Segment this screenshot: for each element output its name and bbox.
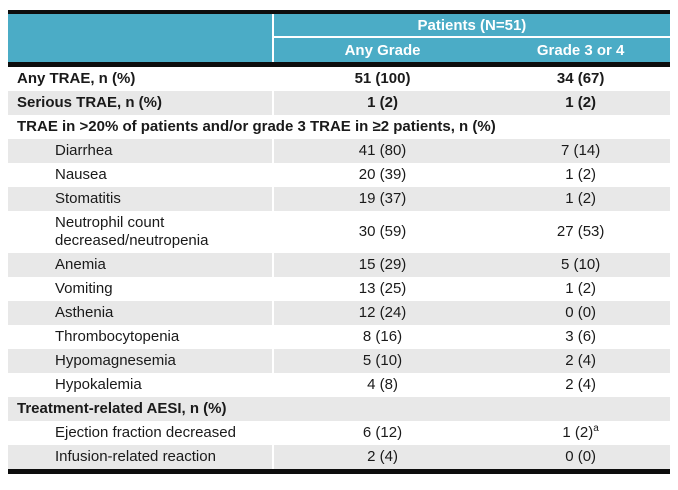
table-row-stomatitis: Stomatitis 19 (37) 1 (2) [8, 187, 670, 211]
table-row-anemia: Anemia 15 (29) 5 (10) [8, 253, 670, 277]
grade-3-4-value: 1 (2) [491, 163, 670, 187]
table-row-any-trae: Any TRAE, n (%) 51 (100) 34 (67) [8, 64, 670, 91]
row-label: Hypomagnesemia [8, 349, 273, 373]
any-grade-value: 4 (8) [271, 373, 492, 397]
footnote-marker: a [593, 423, 599, 434]
table-row-thrombocytopenia: Thrombocytopenia 8 (16) 3 (6) [8, 325, 670, 349]
patients-group-header: Patients (N=51) [272, 12, 670, 38]
row-label: Stomatitis [8, 187, 273, 211]
any-grade-value: 30 (59) [271, 211, 492, 253]
row-label: Serious TRAE, n (%) [8, 91, 273, 115]
section-label: TRAE in >20% of patients and/or grade 3 … [8, 115, 670, 139]
row-label: Nausea [8, 163, 273, 187]
any-grade-value: 20 (39) [271, 163, 492, 187]
table-body: Any TRAE, n (%) 51 (100) 34 (67) Serious… [8, 64, 670, 472]
section-header-aesi: Treatment-related AESI, n (%) [8, 397, 670, 421]
header-group-row: Patients (N=51) [8, 12, 670, 38]
grade-3-4-value: 34 (67) [491, 64, 670, 91]
grade-3-4-value: 2 (4) [491, 349, 670, 373]
grade-3-4-value: 1 (2) [491, 91, 670, 115]
grade-3-4-value: 27 (53) [491, 211, 670, 253]
table-row-hypokalemia: Hypokalemia 4 (8) 2 (4) [8, 373, 670, 397]
row-label: Anemia [8, 253, 273, 277]
column-header-grade-3-4: Grade 3 or 4 [491, 37, 670, 67]
header-corner-cell [8, 12, 274, 37]
row-label: Diarrhea [8, 139, 273, 163]
section-header-trae-20pct: TRAE in >20% of patients and/or grade 3 … [8, 115, 670, 139]
grade-3-4-value: 7 (14) [491, 139, 670, 163]
grade-3-4-value: 1 (2)a [491, 421, 670, 445]
row-label: Vomiting [8, 277, 273, 301]
table-row-asthenia: Asthenia 12 (24) 0 (0) [8, 301, 670, 325]
table-row-ejection-fraction: Ejection fraction decreased 6 (12) 1 (2)… [8, 421, 670, 445]
table-row-diarrhea: Diarrhea 41 (80) 7 (14) [8, 139, 670, 163]
any-grade-value: 12 (24) [271, 301, 492, 325]
table-row-nausea: Nausea 20 (39) 1 (2) [8, 163, 670, 187]
grade-3-4-value: 5 (10) [491, 253, 670, 277]
grade-3-4-value-text: 1 (2) [562, 424, 594, 441]
table-row-infusion-reaction: Infusion-related reaction 2 (4) 0 (0) [8, 445, 670, 472]
any-grade-value: 1 (2) [271, 91, 492, 115]
row-label: Hypokalemia [8, 373, 273, 397]
row-label: Asthenia [8, 301, 273, 325]
grade-3-4-value: 0 (0) [491, 301, 670, 325]
any-grade-value: 15 (29) [271, 253, 492, 277]
row-label: Thrombocytopenia [8, 325, 273, 349]
section-label: Treatment-related AESI, n (%) [8, 397, 670, 421]
row-label: Ejection fraction decreased [8, 421, 273, 445]
any-grade-value: 51 (100) [271, 64, 492, 91]
any-grade-value: 6 (12) [271, 421, 492, 445]
grade-3-4-value: 2 (4) [491, 373, 670, 397]
grade-3-4-value: 3 (6) [491, 325, 670, 349]
any-grade-value: 19 (37) [271, 187, 492, 211]
any-grade-value: 8 (16) [271, 325, 492, 349]
grade-3-4-value: 1 (2) [491, 277, 670, 301]
any-grade-value: 2 (4) [271, 445, 492, 472]
column-header-any-grade: Any Grade [272, 37, 492, 67]
adverse-events-table: Patients (N=51) Any Grade Grade 3 or 4 A… [8, 10, 670, 474]
any-grade-value: 5 (10) [271, 349, 492, 373]
any-grade-value: 13 (25) [271, 277, 492, 301]
header-columns-row: Any Grade Grade 3 or 4 [8, 37, 670, 67]
table-row-vomiting: Vomiting 13 (25) 1 (2) [8, 277, 670, 301]
table-row-neutropenia: Neutrophil count decreased/neutropenia 3… [8, 211, 670, 253]
table-row-hypomagnesemia: Hypomagnesemia 5 (10) 2 (4) [8, 349, 670, 373]
table-row-serious-trae: Serious TRAE, n (%) 1 (2) 1 (2) [8, 91, 670, 115]
grade-3-4-value: 0 (0) [491, 445, 670, 472]
any-grade-value: 41 (80) [271, 139, 492, 163]
row-label: Infusion-related reaction [8, 445, 273, 472]
row-label: Any TRAE, n (%) [8, 64, 273, 91]
grade-3-4-value: 1 (2) [491, 187, 670, 211]
row-label: Neutrophil count decreased/neutropenia [8, 211, 273, 253]
table-header: Patients (N=51) Any Grade Grade 3 or 4 [8, 12, 670, 67]
header-corner-cell-2 [8, 37, 274, 67]
